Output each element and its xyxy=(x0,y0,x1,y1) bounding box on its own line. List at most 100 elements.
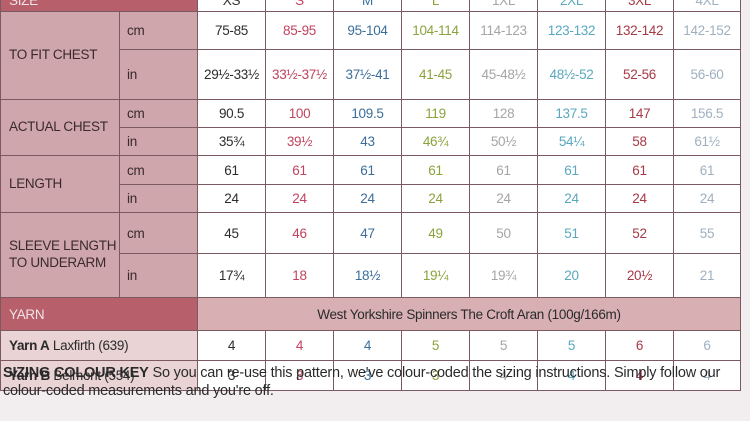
unit-label: cm xyxy=(119,155,198,185)
measurement-value: 54¼ xyxy=(537,127,606,156)
measurement-value: 41-45 xyxy=(401,49,470,100)
size-header-cell: 2XL xyxy=(537,0,606,12)
measurement-label: SLEEVE LENGTH TO UNDERARM xyxy=(0,212,120,298)
measurement-value: 50½ xyxy=(469,127,538,156)
measurement-value: 19¼ xyxy=(401,253,470,298)
yarn-amount-value: 5 xyxy=(469,330,538,361)
measurement-row: TO FIT CHEST cm 75-85 85-95 95-104 104-114 114… xyxy=(0,11,741,100)
measurement-value: 90.5 xyxy=(197,99,266,128)
measurement-row: LENGTH cm 61 61 61 61 61 61 61 61 xyxy=(0,155,741,213)
measurement-value: 24 xyxy=(537,184,606,213)
measurement-label: TO FIT CHEST xyxy=(0,11,120,100)
measurement-row: SLEEVE LENGTH TO UNDERARM cm 45 46 47 49 50 51 5… xyxy=(0,212,741,298)
yarn-amount-value: 3 xyxy=(197,360,266,391)
measurement-value: 33½-37½ xyxy=(265,49,334,100)
measurement-value: 123-132 xyxy=(537,11,606,50)
measurement-value: 20½ xyxy=(605,253,674,298)
yarn-letter: Yarn A xyxy=(9,338,50,353)
measurement-value: 17¾ xyxy=(197,253,266,298)
size-header-cell: 1XL xyxy=(469,0,538,12)
measurement-value: 24 xyxy=(333,184,402,213)
yarn-amount-row: Yarn B Belmont (554) 3 3 3 3 4 4 4 4 xyxy=(0,360,741,391)
measurement-label: ACTUAL CHEST xyxy=(0,99,120,156)
key-title: SIZING COLOUR KEY xyxy=(3,365,149,381)
measurement-value: 45-48½ xyxy=(469,49,538,100)
measurement-value: 39½ xyxy=(265,127,334,156)
yarn-amount-value: 4 xyxy=(537,360,606,391)
yarn-amount-value: 4 xyxy=(673,360,741,391)
unit-label: in xyxy=(119,49,198,100)
measurement-value: 56-60 xyxy=(673,49,741,100)
yarn-amount-value: 6 xyxy=(673,330,741,361)
measurement-value: 47 xyxy=(333,212,402,254)
measurement-value: 119 xyxy=(401,99,470,128)
measurement-value: 137.5 xyxy=(537,99,606,128)
measurement-value: 61½ xyxy=(673,127,741,156)
measurement-row: in 35¾ 39½ 43 46¾ 50½ 54¼ 58 61½ xyxy=(1,127,741,156)
size-header-cell: S xyxy=(265,0,334,12)
measurement-value: 35¾ xyxy=(197,127,266,156)
size-header-label: SIZE xyxy=(0,0,198,12)
size-header-cell: 4XL xyxy=(673,0,741,12)
yarn-name: West Yorkshire Spinners The Croft Aran (… xyxy=(197,297,741,331)
yarn-letter: Yarn B xyxy=(9,368,50,383)
yarn-amount-value: 3 xyxy=(333,360,402,391)
measurement-value: 24 xyxy=(265,184,334,213)
measurement-value: 21 xyxy=(673,253,741,298)
size-header-cell: M xyxy=(333,0,402,12)
unit-label: cm xyxy=(119,11,198,50)
measurement-value: 18½ xyxy=(333,253,402,298)
yarn-amount-value: 6 xyxy=(605,330,674,361)
measurement-value: 24 xyxy=(197,184,266,213)
measurement-value: 48½-52 xyxy=(537,49,606,100)
unit-label: in xyxy=(119,184,198,213)
measurement-value: 156.5 xyxy=(673,99,741,128)
measurement-row: in 17¾ 18 18½ 19¼ 19¾ 20 20½ 21 xyxy=(1,253,741,298)
measurement-value: 61 xyxy=(537,155,606,185)
measurement-value: 49 xyxy=(401,212,470,254)
measurement-value: 45 xyxy=(197,212,266,254)
measurement-value: 61 xyxy=(673,155,741,185)
yarn-amount-value: 4 xyxy=(333,330,402,361)
yarn-amount-value: 4 xyxy=(265,330,334,361)
yarn-amount-value: 4 xyxy=(469,360,538,391)
measurement-value: 114-123 xyxy=(469,11,538,50)
measurement-value: 128 xyxy=(469,99,538,128)
measurement-value: 61 xyxy=(401,155,470,185)
measurement-value: 24 xyxy=(469,184,538,213)
measurement-value: 132-142 xyxy=(605,11,674,50)
measurement-value: 61 xyxy=(469,155,538,185)
yarn-label: YARN xyxy=(0,297,198,331)
measurement-value: 29½-33½ xyxy=(197,49,266,100)
yarn-row: YARN West Yorkshire Spinners The Croft Ar… xyxy=(0,297,741,331)
yarn-amount-value: 5 xyxy=(537,330,606,361)
yarn-amount-label: Yarn A Laxfirth (639) xyxy=(0,330,198,361)
yarn-amount-value: 5 xyxy=(401,330,470,361)
sizing-table: SIZE XS S M L 1XL 2XL 3XL 4XL TO FIT CHEST cm 75-85… xyxy=(0,0,741,391)
measurement-value: 46¾ xyxy=(401,127,470,156)
yarn-colour-name: Belmont (554) xyxy=(53,368,135,383)
unit-label: in xyxy=(119,253,198,298)
measurement-value: 147 xyxy=(605,99,674,128)
measurement-value: 24 xyxy=(605,184,674,213)
size-header-row: SIZE XS S M L 1XL 2XL 3XL 4XL xyxy=(0,0,741,12)
measurement-value: 58 xyxy=(605,127,674,156)
yarn-amount-value: 4 xyxy=(197,330,266,361)
measurement-value: 85-95 xyxy=(265,11,334,50)
measurement-label: LENGTH xyxy=(0,155,120,213)
measurement-value: 61 xyxy=(605,155,674,185)
size-header-cell: XS xyxy=(197,0,266,12)
yarn-amount-value: 4 xyxy=(605,360,674,391)
measurement-value: 19¾ xyxy=(469,253,538,298)
measurement-value: 24 xyxy=(673,184,741,213)
size-header-cell: L xyxy=(401,0,470,12)
measurement-value: 61 xyxy=(333,155,402,185)
measurement-value: 46 xyxy=(265,212,334,254)
measurement-value: 24 xyxy=(401,184,470,213)
unit-label: cm xyxy=(119,212,198,254)
measurement-value: 61 xyxy=(265,155,334,185)
measurement-value: 50 xyxy=(469,212,538,254)
unit-label: in xyxy=(119,127,198,156)
key-text: So you can re-use this pattern, we've co… xyxy=(3,365,721,399)
measurement-value: 18 xyxy=(265,253,334,298)
